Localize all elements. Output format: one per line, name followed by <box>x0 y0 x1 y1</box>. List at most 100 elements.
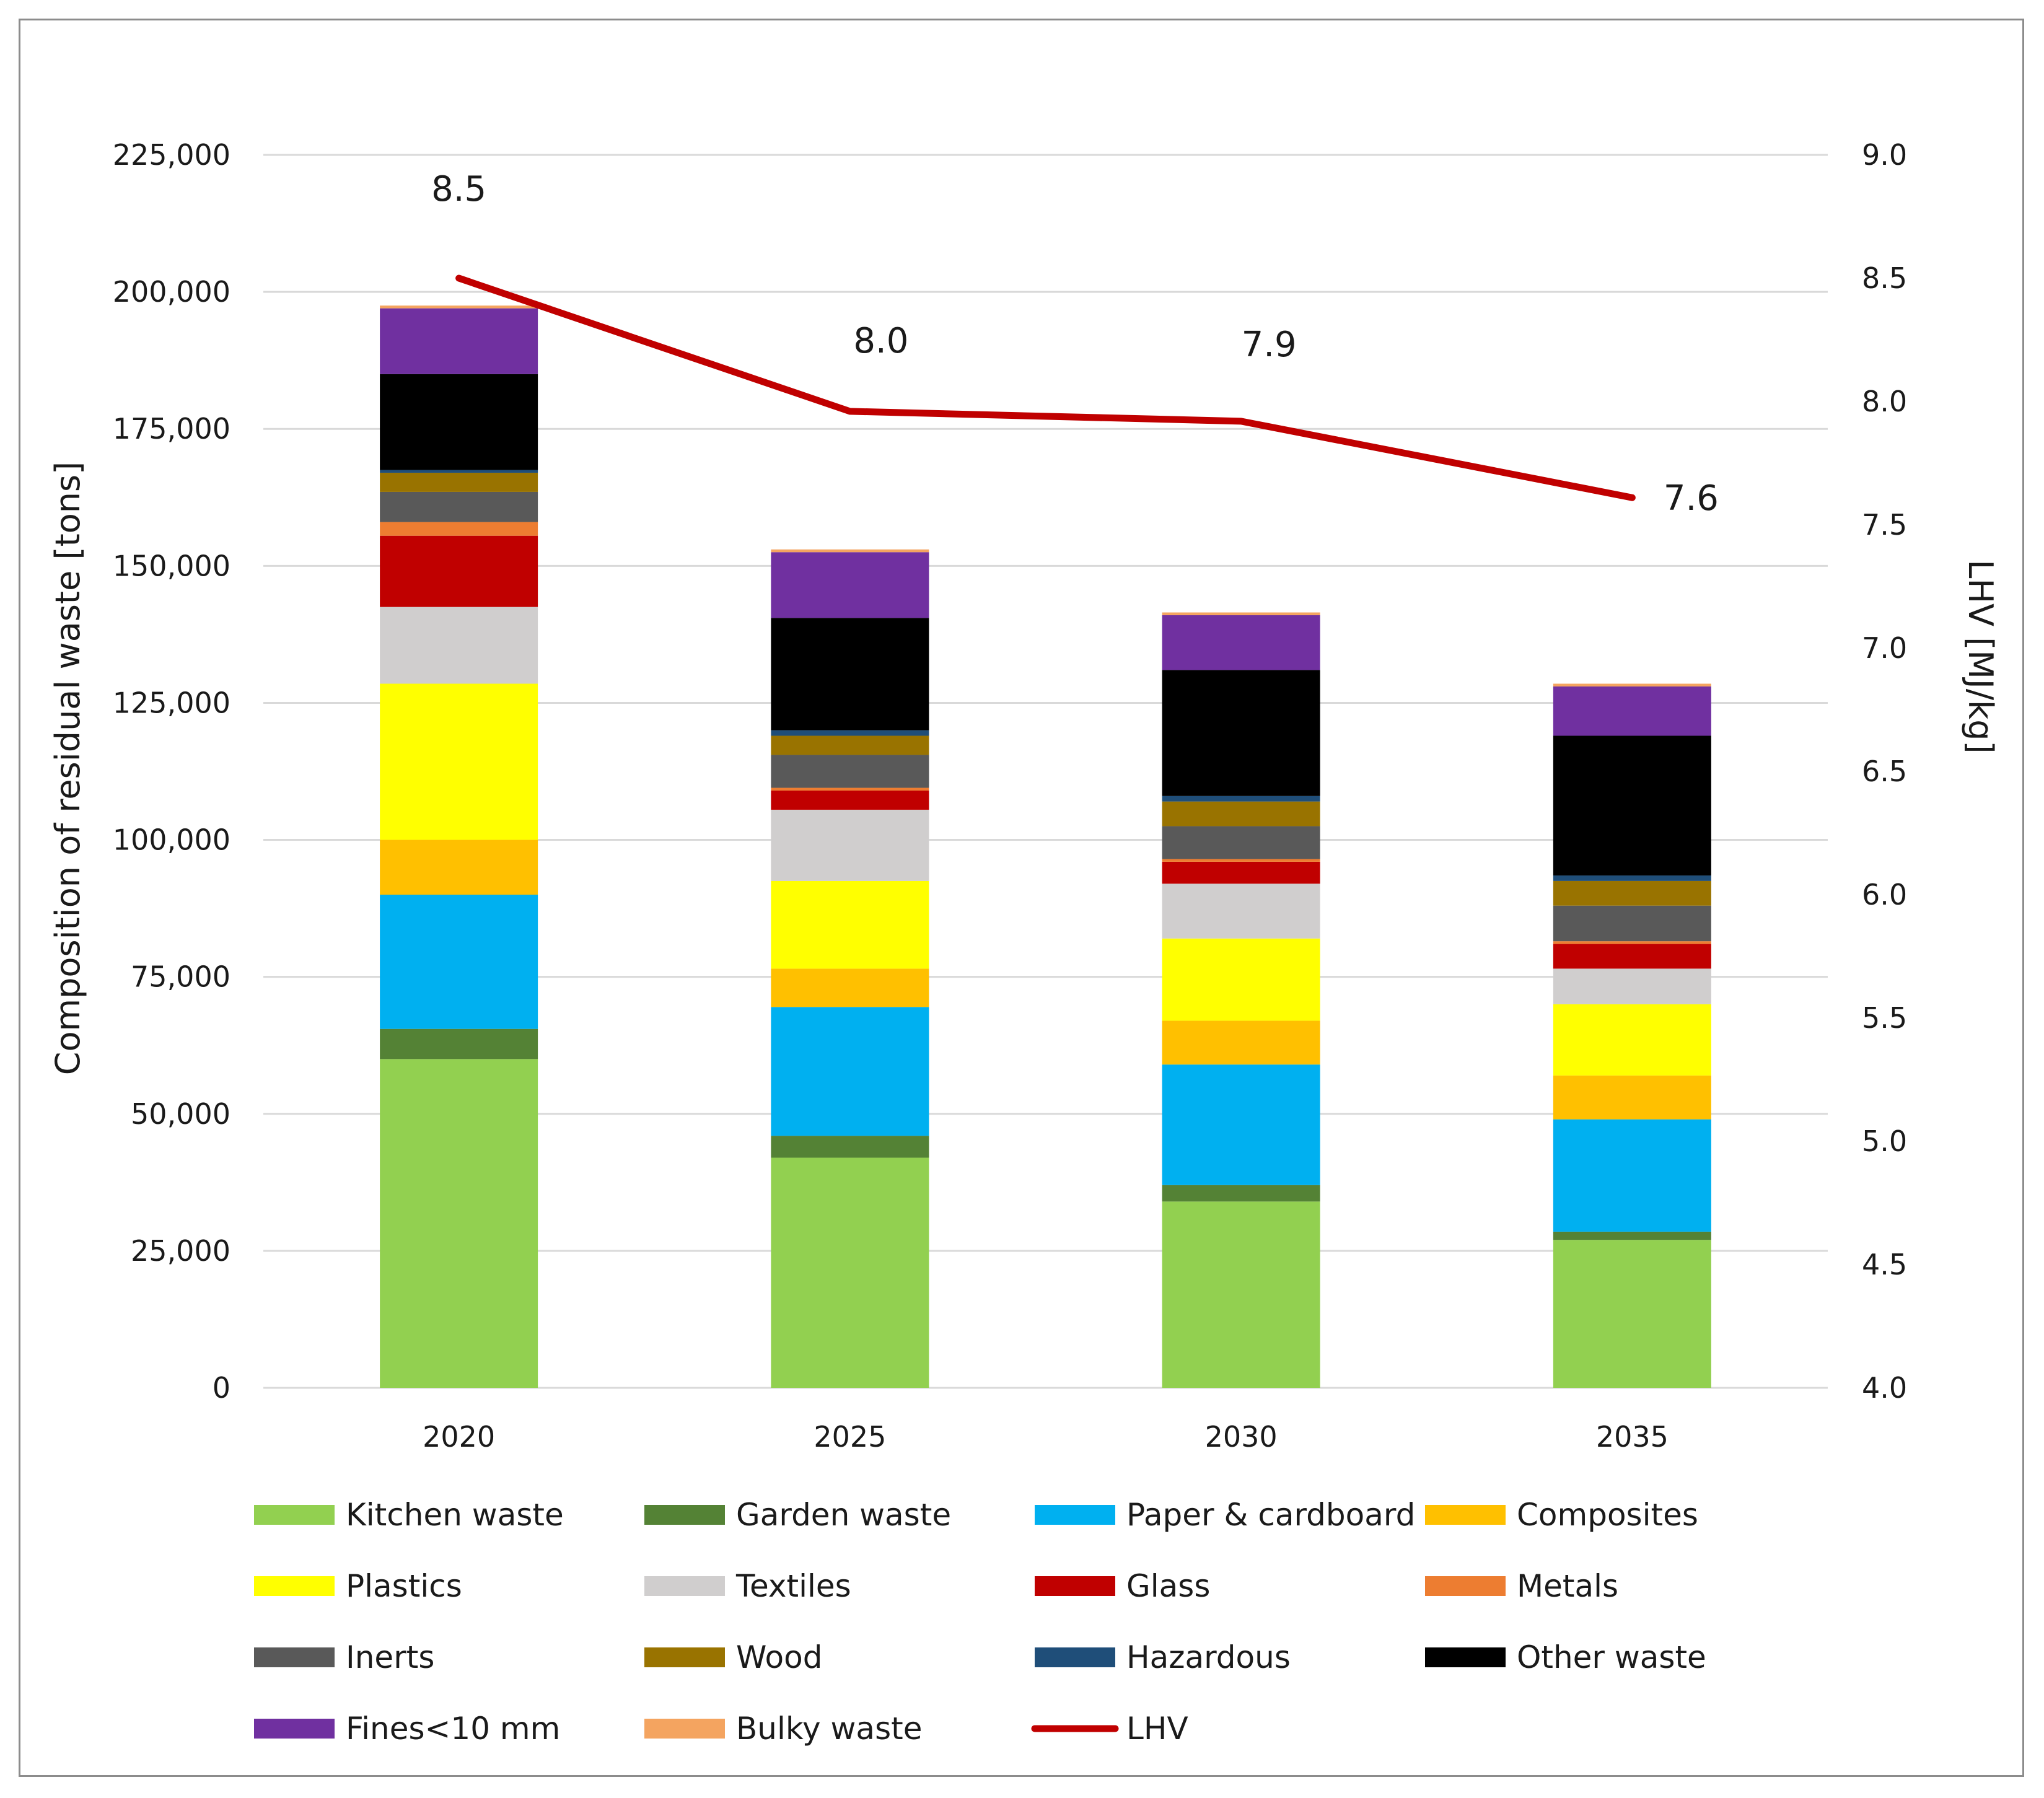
bar-segment <box>1553 944 1711 969</box>
legend-swatch <box>254 1505 335 1525</box>
bar-segment <box>1553 880 1711 906</box>
y-tick-label: 75,000 <box>131 960 230 994</box>
bar-segment <box>1553 1075 1711 1120</box>
y-axis-title: Composition of residual waste [tons] <box>48 462 87 1075</box>
legend-label: Bulky waste <box>736 1711 923 1747</box>
legend-swatch <box>1425 1647 1506 1667</box>
bar-segment <box>380 840 538 895</box>
legend-label: Wood <box>736 1639 822 1675</box>
bar-segment <box>380 470 538 473</box>
bar-segment <box>771 1136 929 1158</box>
bar-segment <box>771 549 929 553</box>
bar-segment <box>1553 968 1711 1004</box>
x-axis-ticks: 2020 2025 2030 2035 <box>423 1420 1669 1454</box>
bar-segment <box>1162 826 1320 859</box>
legend-label: LHV <box>1126 1711 1188 1747</box>
legend-label: Other waste <box>1517 1639 1706 1675</box>
bar-segment <box>771 790 929 810</box>
bar-segment <box>380 308 538 374</box>
lhv-data-label: 8.5 <box>431 169 486 209</box>
left-axis-ticks: 0 25,000 50,000 75,000 100,000 125,000 150,000… <box>113 138 230 1405</box>
y2-tick-label: 4.5 <box>1862 1248 1907 1281</box>
y-tick-label: 0 <box>213 1371 230 1405</box>
legend-swatch <box>254 1719 335 1739</box>
y2-tick-label: 6.0 <box>1862 878 1907 911</box>
y2-tick-label: 5.0 <box>1862 1125 1907 1158</box>
bar-segment <box>771 730 929 736</box>
bar-segment <box>1553 941 1711 944</box>
bar-segment <box>771 735 929 755</box>
bar-segment <box>1553 905 1711 942</box>
bar-segment <box>380 472 538 492</box>
bar-segment <box>1162 1201 1320 1388</box>
legend: Kitchen waste Garden waste Paper & cardboa… <box>254 1497 1706 1747</box>
bar-segment <box>380 305 538 309</box>
bar-segment <box>771 809 929 881</box>
legend-label: Glass <box>1126 1568 1210 1604</box>
y2-tick-label: 6.5 <box>1862 755 1907 788</box>
bar-segment <box>1553 735 1711 876</box>
legend-label: Hazardous <box>1126 1639 1291 1675</box>
bar-segment <box>1162 801 1320 827</box>
bar-segment <box>1553 686 1711 736</box>
y2-tick-label: 8.5 <box>1862 261 1907 295</box>
bar-segment <box>771 1007 929 1136</box>
legend-label: Plastics <box>346 1568 462 1604</box>
legend-label: Fines<10 mm <box>346 1711 560 1747</box>
legend-swatch <box>644 1576 725 1596</box>
bar-segment <box>1553 1004 1711 1076</box>
y-tick-label: 200,000 <box>113 275 230 309</box>
bar-segment <box>771 1157 929 1388</box>
bar-segment <box>1553 1231 1711 1240</box>
bar-segment <box>380 522 538 536</box>
x-tick-label: 2020 <box>423 1420 495 1454</box>
bar-segment <box>380 491 538 522</box>
lhv-data-label: 7.9 <box>1242 325 1297 365</box>
bar-segment <box>380 683 538 840</box>
bar-segment <box>380 1059 538 1388</box>
legend-swatch <box>644 1719 725 1739</box>
right-axis-ticks: 4.0 4.5 5.0 5.5 6.0 6.5 7.0 7.5 8.0 8.5 9.0 <box>1862 138 1907 1405</box>
bar-segment <box>1162 1064 1320 1185</box>
bar-segment <box>771 968 929 1007</box>
bar-segment <box>1162 670 1320 796</box>
bar-segment <box>771 880 929 969</box>
x-tick-label: 2030 <box>1205 1420 1278 1454</box>
bar-segment <box>1162 612 1320 615</box>
y-tick-label: 100,000 <box>113 823 230 857</box>
legend-label: Metals <box>1517 1568 1618 1604</box>
legend-label: Inerts <box>346 1639 434 1675</box>
y2-tick-label: 8.0 <box>1862 385 1907 418</box>
bar-segment <box>1553 683 1711 686</box>
lhv-data-label: 8.0 <box>853 321 908 361</box>
bar-segment <box>1162 859 1320 862</box>
legend-swatch <box>254 1576 335 1596</box>
bar-segment <box>380 1028 538 1059</box>
legend-swatch <box>1035 1576 1115 1596</box>
y-tick-label: 225,000 <box>113 138 230 172</box>
legend-label: Garden waste <box>736 1497 951 1533</box>
bar-segment <box>380 607 538 684</box>
bar-segment <box>1162 1185 1320 1202</box>
legend-label: Textiles <box>735 1568 851 1604</box>
bar-segment <box>1553 1119 1711 1232</box>
y-tick-label: 25,000 <box>131 1234 230 1268</box>
legend-label: Kitchen waste <box>346 1497 564 1533</box>
y-tick-label: 125,000 <box>113 686 230 719</box>
y-tick-label: 150,000 <box>113 549 230 582</box>
bar-segment <box>1162 861 1320 884</box>
y2-tick-label: 4.0 <box>1862 1371 1907 1405</box>
y2-tick-label: 7.0 <box>1862 631 1907 665</box>
bar-segment <box>1553 875 1711 881</box>
bar-segment <box>1162 884 1320 939</box>
legend-swatch <box>1425 1576 1506 1596</box>
legend-swatch <box>254 1647 335 1667</box>
legend-swatch <box>1035 1505 1115 1525</box>
bar-segment <box>1162 1020 1320 1065</box>
stacked-bars <box>380 305 1711 1388</box>
legend-swatch <box>644 1505 725 1525</box>
bar-segment <box>1162 938 1320 1021</box>
legend-label: Composites <box>1517 1497 1698 1533</box>
lhv-data-label: 7.6 <box>1664 478 1719 519</box>
